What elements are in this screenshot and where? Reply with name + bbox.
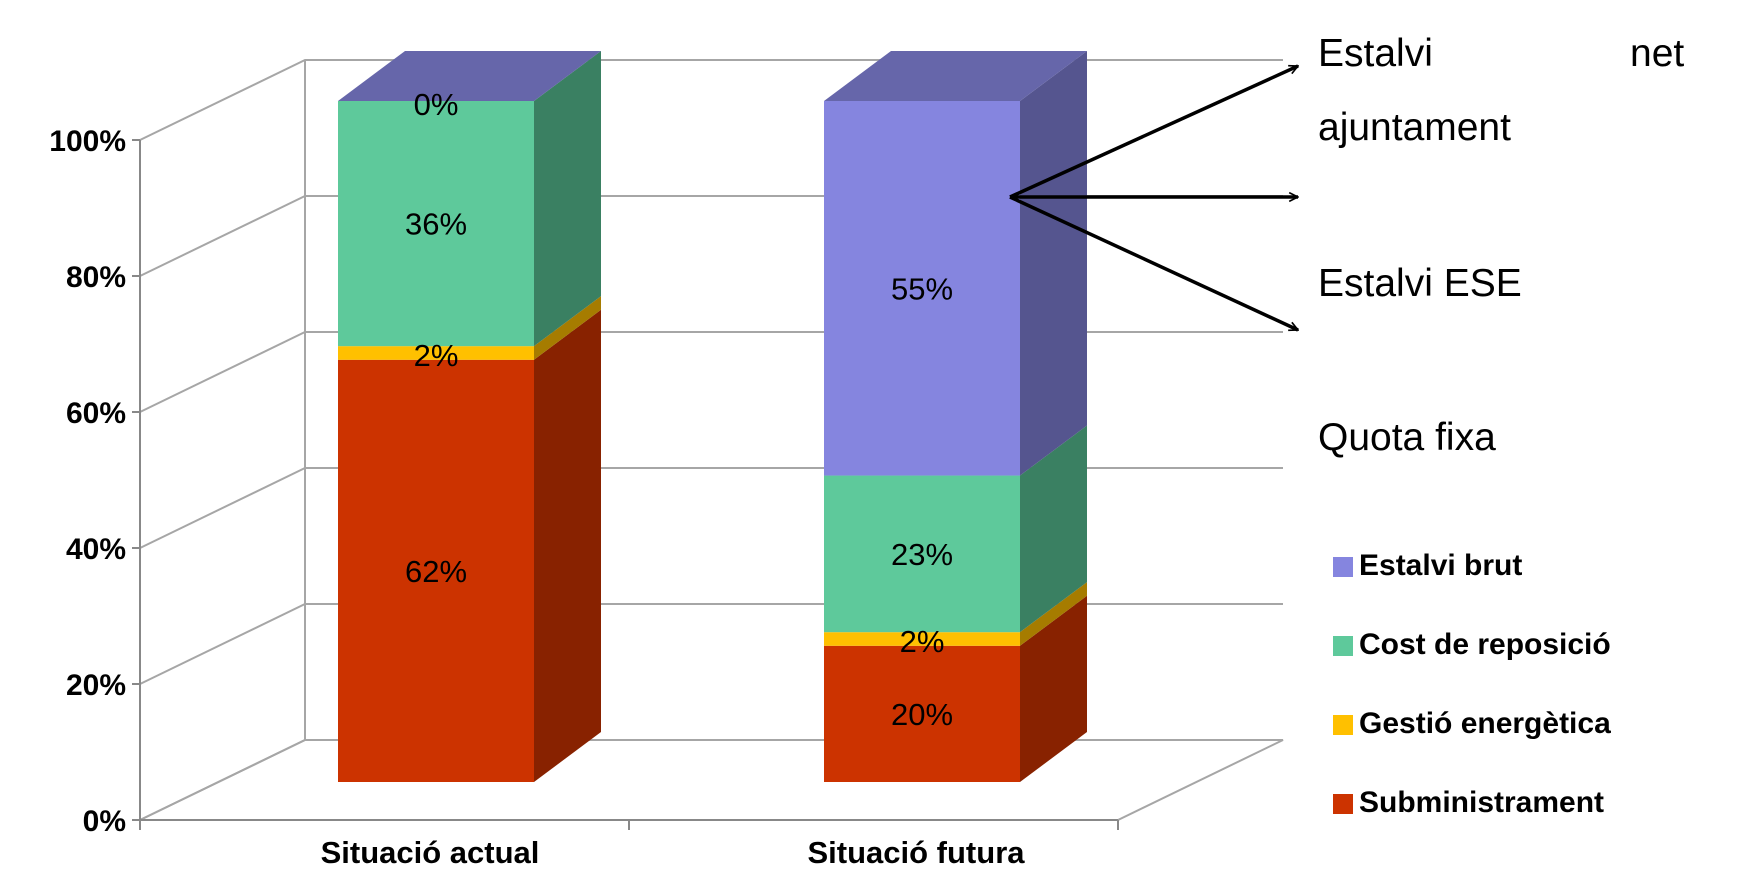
gridline-80pct [139, 195, 1283, 277]
bar-side-cost-de-reposici- [1020, 425, 1087, 633]
gridline-20pct [139, 603, 1283, 685]
bar-estalvi-brut [824, 101, 1020, 476]
arrow-estalvi-ese [1009, 195, 1298, 332]
bar-side-gesti-energ-tica [534, 296, 601, 360]
gridline-60pct [139, 331, 1283, 413]
gridline-0pct [139, 739, 1283, 821]
legend-swatch [1333, 557, 1353, 577]
legend: Estalvi brut Cost de reposició Gestió ener… [1333, 549, 1611, 819]
y-tick-label: 100% [49, 125, 126, 158]
y-tick-label: 40% [66, 533, 126, 566]
chart-walls [139, 60, 1284, 821]
bars [338, 51, 1087, 782]
bar-cost-de-reposici- [338, 101, 534, 347]
annotation-estalvi-ese: Estalvi ESE [1318, 262, 1522, 305]
legend-label: Gestió energètica [1359, 707, 1611, 740]
legend-label: Subministrament [1359, 786, 1604, 819]
data-label: 55% [891, 271, 953, 306]
arrow-estalvi-net [1009, 64, 1298, 199]
data-labels: 62% 2% 36% 0% 20% 2% 23% 55% [405, 87, 953, 732]
bar-subministrament [338, 359, 534, 782]
gridline-100pct [139, 59, 1283, 141]
y-tick-label: 0% [83, 805, 126, 838]
annotation-ajuntament: ajuntament [1318, 106, 1511, 149]
bar-side-subministrament [1020, 595, 1087, 782]
legend-label: Estalvi brut [1359, 549, 1522, 582]
y-axis-tick-labels: 0% 20% 40% 60% 80% 100% [49, 125, 126, 838]
bar-top-face [338, 51, 601, 101]
legend-swatch [1333, 715, 1353, 735]
bar-side-estalvi-brut [1020, 51, 1087, 476]
legend-swatch [1333, 794, 1353, 814]
data-label: 23% [891, 537, 953, 572]
legend-swatch [1333, 636, 1353, 656]
bar-side-cost-de-reposici- [534, 51, 601, 347]
chart-floor [139, 739, 1284, 821]
gridlines [139, 59, 1283, 821]
category-label: Situació actual [321, 835, 540, 870]
bar-subministrament [824, 645, 1020, 782]
x-axis-category-labels: Situació actual Situació futura [321, 835, 1026, 870]
annotation-net-word: net [1630, 32, 1685, 75]
bar-top-face [824, 51, 1087, 101]
axes [132, 139, 1119, 830]
y-tick-label: 20% [66, 669, 126, 702]
data-label: 0% [414, 87, 459, 122]
category-label: Situació futura [807, 835, 1025, 870]
bar-gesti-energ-tica [824, 632, 1020, 646]
annotation-arrows [1009, 64, 1298, 332]
y-tick-label: 60% [66, 397, 126, 430]
data-label: 2% [414, 338, 459, 373]
annotation-estalvi-word: Estalvi [1318, 32, 1433, 75]
bar-gesti-energ-tica [338, 346, 534, 360]
data-label: 36% [405, 207, 467, 242]
data-label: 20% [891, 697, 953, 732]
gridline-40pct [139, 467, 1283, 549]
data-label: 62% [405, 554, 467, 589]
bar-cost-de-reposici- [824, 475, 1020, 633]
bar-side-gesti-energ-tica [1020, 582, 1087, 646]
annotation-quota-fixa: Quota fixa [1318, 416, 1496, 459]
bar-side-subministrament [534, 309, 601, 782]
y-tick-label: 80% [66, 261, 126, 294]
legend-label: Cost de reposició [1359, 628, 1611, 661]
data-label: 2% [900, 624, 945, 659]
